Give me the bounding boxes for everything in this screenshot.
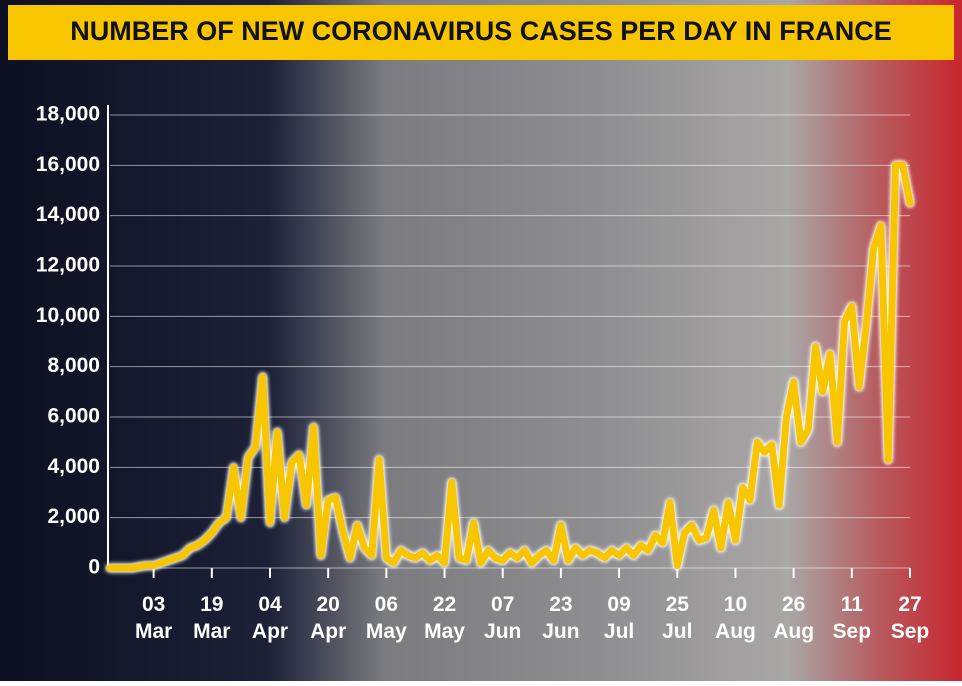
x-tick-label: 19 Mar (193, 593, 230, 643)
y-tick-label: 0 (88, 556, 100, 579)
x-tick-label: 07 Jun (484, 593, 521, 643)
x-tick-label: 04 Apr (252, 593, 288, 643)
y-tick-label: 4,000 (47, 455, 100, 478)
y-tick-label: 18,000 (36, 103, 100, 126)
y-tick-label: 16,000 (36, 153, 100, 176)
y-tick-label: 10,000 (36, 304, 100, 327)
x-tick-label: 23 Jun (542, 593, 579, 643)
x-tick-label: 22 May (424, 593, 465, 643)
y-tick-label: 14,000 (36, 203, 100, 226)
x-tick-label: 27 Sep (891, 593, 930, 643)
x-tick-label: 26 Aug (773, 593, 814, 643)
y-tick-label: 12,000 (36, 254, 100, 277)
y-tick-label: 2,000 (47, 505, 100, 528)
x-tick-label: 20 Apr (310, 593, 346, 643)
x-tick-label: 06 May (366, 593, 407, 643)
x-tick-label: 11 Sep (833, 593, 872, 643)
x-tick-label: 25 Jul (662, 593, 692, 643)
x-tick-label: 03 Mar (135, 593, 172, 643)
chart-title: NUMBER OF NEW CORONAVIRUS CASES PER DAY … (70, 16, 892, 46)
x-tick-label: 09 Jul (604, 593, 634, 643)
y-tick-label: 6,000 (47, 405, 100, 428)
title-banner (8, 5, 954, 60)
x-tick-label: 10 Aug (715, 593, 756, 643)
y-tick-label: 8,000 (47, 354, 100, 377)
data-line (106, 161, 914, 572)
